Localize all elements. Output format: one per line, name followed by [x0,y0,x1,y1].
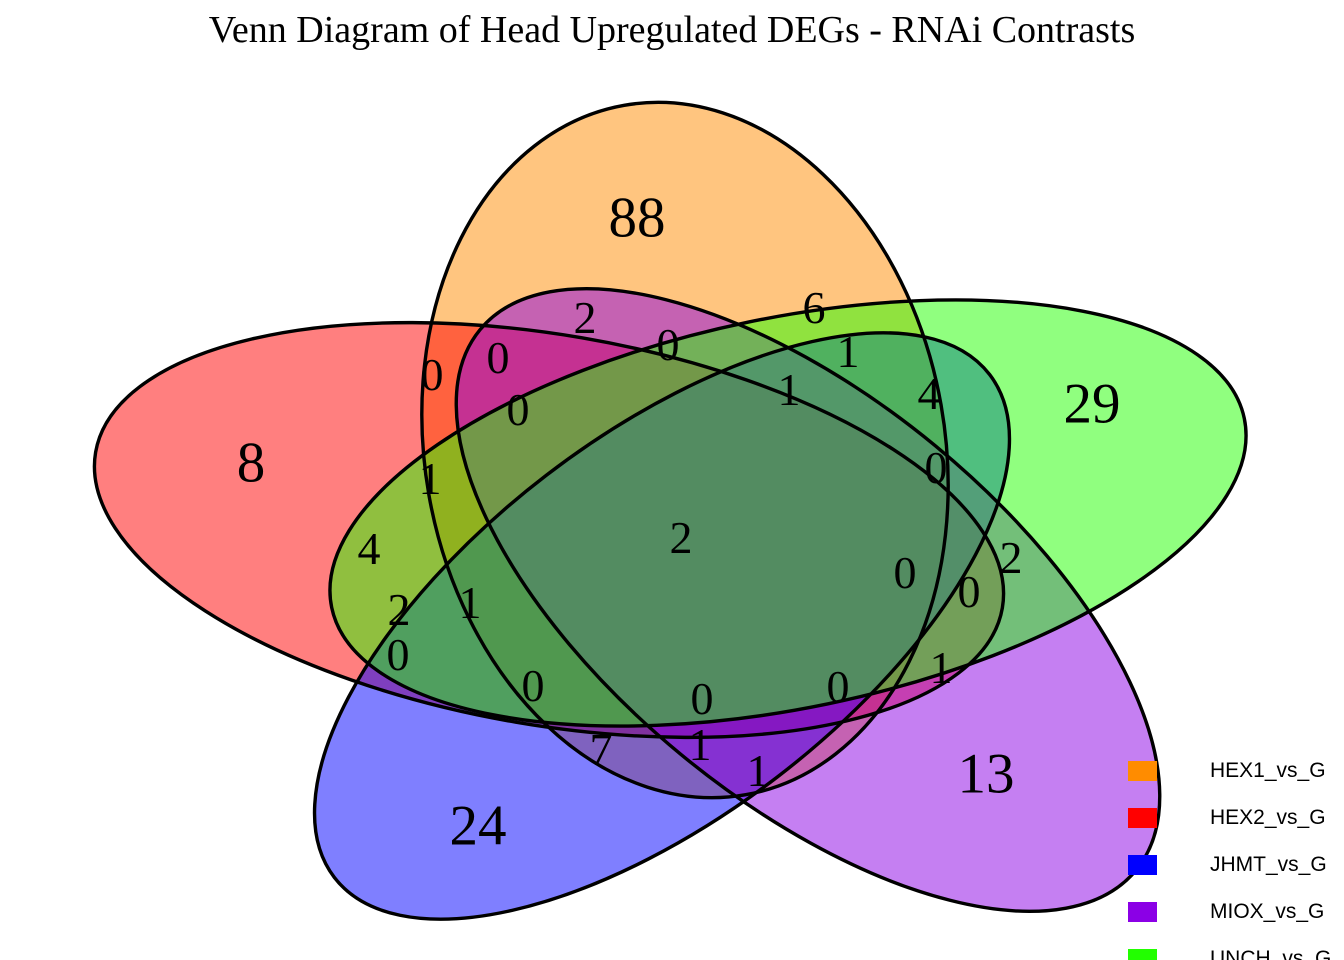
venn-count-label: 7 [589,724,613,775]
legend-swatch-unch [1128,949,1157,960]
chart-title: Venn Diagram of Head Upregulated DEGs - … [208,9,1136,51]
venn-count-label: 88 [608,186,666,250]
venn-count-label: 0 [957,566,981,617]
ellipse-outline-hex1 [420,100,950,800]
venn-count-label: 0 [690,673,714,724]
legend-label-hex2: HEX2_vs_G [1210,806,1326,829]
venn-count-label: 0 [656,319,680,370]
legend-item-miox: MIOX_vs_G [1128,900,1325,923]
legend-swatch-jhmt [1128,855,1157,875]
venn-count-label: 0 [486,332,510,383]
legend-item-hex2: HEX2_vs_G [1128,806,1326,829]
venn-count-label: 0 [521,660,545,711]
venn-count-label: 1 [418,453,442,504]
venn-count-label: 24 [449,794,507,858]
venn-count-label: 29 [1063,372,1121,436]
legend-label-miox: MIOX_vs_G [1210,900,1325,923]
legend-swatch-miox [1128,902,1157,922]
legend-label-unch: UNCH_vs_G [1210,947,1332,960]
venn-count-label: 4 [917,368,941,419]
venn-count-label: 0 [893,547,917,598]
legend-swatch-hex1 [1128,761,1157,781]
legend-item-hex1: HEX1_vs_G [1128,759,1326,782]
venn-count-label: 13 [957,742,1015,806]
ellipse-outline-unch [328,298,1248,728]
ellipse-outline-hex2 [92,320,1006,740]
venn-count-label: 0 [506,384,530,435]
venn-count-label: 1 [688,719,712,770]
legend-swatch-hex2 [1128,808,1157,828]
venn-count-label: 6 [802,282,826,333]
venn-count-label: 0 [386,629,410,680]
ellipse-fill-unch [329,299,1247,727]
venn-count-label: 2 [573,292,597,343]
venn-count-label: 1 [836,326,860,377]
venn-count-label: 0 [826,661,850,712]
venn-count-label: 4 [357,523,381,574]
venn-count-label: 2 [387,584,411,635]
venn-count-label: 0 [420,349,444,400]
venn-count-label: 1 [746,745,770,796]
venn-count-label: 8 [236,431,266,495]
venn-count-label: 1 [929,642,953,693]
legend-item-unch: UNCH_vs_G [1128,947,1332,960]
legend-item-jhmt: JHMT_vs_G [1128,853,1327,876]
venn-count-label: 1 [458,577,482,628]
venn-count-label: 2 [669,512,693,563]
venn-count-label: 1 [777,364,801,415]
legend-label-hex1: HEX1_vs_G [1210,759,1326,782]
legend-label-jhmt: JHMT_vs_G [1210,853,1327,876]
venn-count-label: 0 [924,442,948,493]
venn-count-label: 2 [999,532,1023,583]
